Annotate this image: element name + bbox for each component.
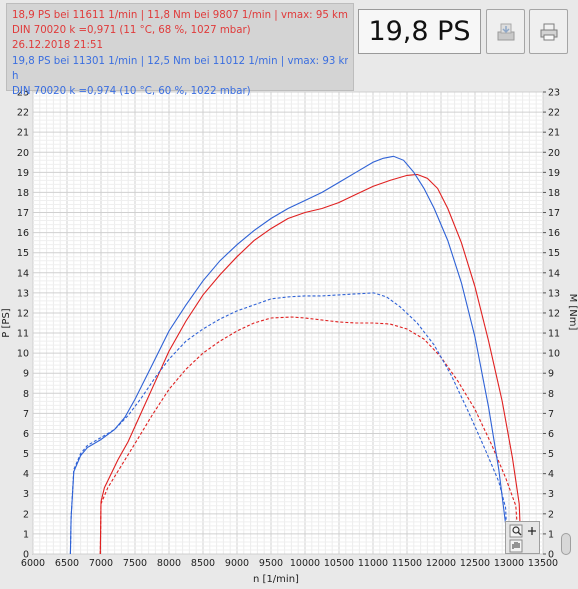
y-right-tick-label: 5 [548, 449, 554, 460]
x-tick-label: 12500 [460, 558, 490, 569]
y-right-tick-label: 20 [548, 148, 560, 159]
x-tick-label: 9000 [225, 558, 249, 569]
y-left-tick-label: 11 [17, 329, 29, 340]
y-left-tick-label: 13 [17, 288, 29, 299]
y-left-tick-label: 18 [17, 188, 29, 199]
run2-summary-wrap: h [12, 70, 19, 82]
y-axis-label-right: M [Nm] [567, 294, 578, 331]
y-right-tick-label: 14 [548, 268, 560, 279]
cursor-crosshair-icon[interactable] [528, 527, 536, 535]
y-right-tick-label: 1 [548, 529, 554, 540]
y-left-tick-label: 20 [17, 148, 29, 159]
y-right-tick-label: 6 [548, 429, 554, 440]
export-button[interactable] [486, 9, 525, 54]
run1-summary: 18,9 PS bei 11611 1/min | 11,8 Nm bei 98… [12, 10, 348, 21]
x-axis-label: n [1/min] [253, 574, 299, 585]
y-right-tick-label: 23 [548, 88, 560, 99]
plot-area [32, 91, 544, 555]
y-right-tick-label: 19 [548, 168, 560, 179]
y-left-tick-label: 7 [23, 409, 29, 420]
y-right-tick-label: 21 [548, 128, 560, 139]
y-right-tick-label: 2 [548, 509, 554, 520]
y-left-tick-label: 19 [17, 168, 29, 179]
x-tick-label: 11000 [358, 558, 388, 569]
x-tick-label: 8000 [157, 558, 181, 569]
x-tick-label: 6500 [55, 558, 79, 569]
run1-torque-curve [99, 316, 520, 555]
y-right-tick-label: 13 [548, 288, 560, 299]
run1-timestamp: 26.12.2018 21:51 [12, 40, 103, 52]
run1-conditions: DIN 70020 k =0,971 (11 °C, 68 %, 1027 mb… [12, 25, 251, 37]
x-tick-label: 7500 [123, 558, 147, 569]
x-tick-label: 10000 [290, 558, 320, 569]
y-left-tick-label: 1 [23, 529, 29, 540]
y-left-tick-label: 16 [17, 228, 29, 239]
run2-torque-curve [69, 292, 509, 555]
y-left-tick-label: 4 [23, 469, 29, 480]
x-tick-label: 13000 [494, 558, 524, 569]
y-right-tick-label: 8 [548, 389, 554, 400]
y-right-tick-label: 7 [548, 409, 554, 420]
y-left-tick-label: 8 [23, 389, 29, 400]
x-tick-label: 8500 [191, 558, 215, 569]
y-right-tick-label: 3 [548, 489, 554, 500]
y-right-tick-label: 9 [548, 369, 554, 380]
y-right-tick-label: 10 [548, 349, 560, 360]
y-left-tick-label: 6 [23, 429, 29, 440]
y-right-tick-label: 11 [548, 329, 560, 340]
x-tick-label: 11500 [392, 558, 422, 569]
y-left-tick-label: 21 [17, 128, 29, 139]
peak-power-display: 19,8 PS [358, 9, 481, 54]
y-left-tick-label: 3 [23, 489, 29, 500]
run2-conditions: DIN 70020 k =0,974 (10 °C, 60 %, 1022 mb… [12, 86, 251, 98]
y-left-tick-label: 23 [17, 88, 29, 99]
x-tick-label: 7000 [89, 558, 113, 569]
pan-hand-icon[interactable] [509, 539, 523, 553]
y-right-tick-label: 18 [548, 188, 560, 199]
y-left-tick-label: 9 [23, 369, 29, 380]
y-right-tick-label: 15 [548, 248, 560, 259]
y-left-tick-label: 5 [23, 449, 29, 460]
y-right-tick-label: 16 [548, 228, 560, 239]
x-tick-label: 13500 [528, 558, 558, 569]
y-right-tick-label: 17 [548, 208, 560, 219]
y-right-tick-label: 4 [548, 469, 554, 480]
y-left-tick-label: 0 [23, 550, 29, 561]
y-left-tick-label: 12 [17, 308, 29, 319]
y-right-tick-label: 0 [548, 550, 554, 561]
y-left-tick-label: 15 [17, 248, 29, 259]
scroll-knob[interactable] [561, 533, 571, 555]
y-right-tick-label: 22 [548, 108, 560, 119]
x-tick-label: 9500 [259, 558, 283, 569]
y-left-tick-label: 14 [17, 268, 29, 279]
y-right-tick-label: 12 [548, 308, 560, 319]
run2-summary: 19,8 PS bei 11301 1/min | 12,5 Nm bei 11… [12, 55, 348, 67]
y-left-tick-label: 17 [17, 208, 29, 219]
run1-power-curve [99, 173, 522, 555]
y-left-tick-label: 22 [17, 108, 29, 119]
export-icon [497, 23, 514, 40]
y-left-tick-label: 2 [23, 509, 29, 520]
print-icon [540, 23, 557, 40]
graph-tool-palette [505, 521, 540, 554]
x-tick-label: 12000 [426, 558, 456, 569]
y-left-tick-label: 10 [17, 349, 29, 360]
zoom-icon[interactable] [509, 524, 523, 538]
print-button[interactable] [529, 9, 568, 54]
x-tick-label: 10500 [324, 558, 354, 569]
legend-panel: 18,9 PS bei 11611 1/min | 11,8 Nm bei 98… [6, 3, 354, 97]
y-axis-label-left: P [PS] [1, 308, 12, 337]
x-tick-label: 6000 [21, 558, 45, 569]
